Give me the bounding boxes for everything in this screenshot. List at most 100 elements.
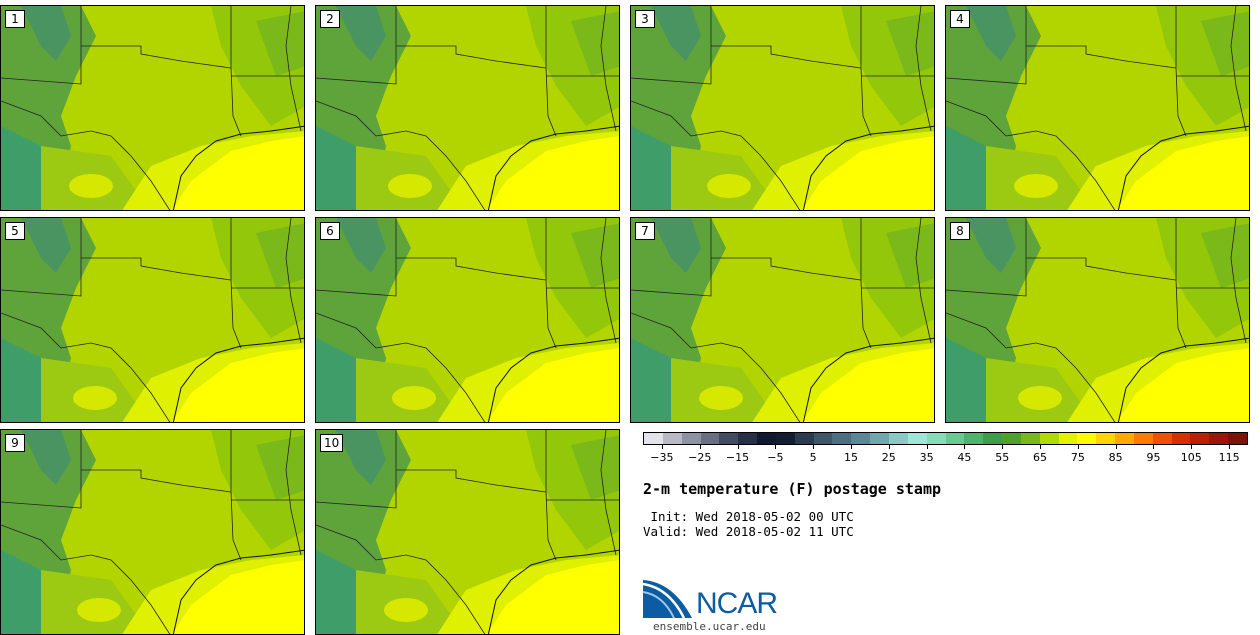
member-number-label: 7: [635, 222, 655, 240]
colorbar-swatch: [1077, 433, 1097, 444]
colorbar-swatch: [1209, 433, 1229, 444]
temperature-colorbar: [643, 432, 1248, 445]
colorbar-tick-label: 95: [1146, 451, 1161, 464]
member-number-label: 2: [320, 10, 340, 28]
colorbar-swatch: [851, 433, 871, 444]
temperature-map: [631, 6, 934, 210]
member-number-label: 8: [950, 222, 970, 240]
colorbar-swatch: [964, 433, 984, 444]
temperature-map: [946, 6, 1249, 210]
colorbar-swatch: [1020, 433, 1040, 444]
valid-time: Valid: Wed 2018-05-02 11 UTC: [643, 524, 854, 539]
colorbar-swatch: [662, 433, 682, 444]
colorbar-tick-label: 55: [995, 451, 1010, 464]
colorbar-swatch: [1190, 433, 1210, 444]
colorbar-swatch: [983, 433, 1003, 444]
colorbar-tick-label: −15: [725, 451, 750, 464]
colorbar-tick: [1002, 445, 1004, 449]
ensemble-member-panel[interactable]: 6: [315, 217, 620, 423]
colorbar-swatch: [719, 433, 739, 444]
colorbar-swatch: [794, 433, 814, 444]
ensemble-member-panel[interactable]: 2: [315, 5, 620, 211]
colorbar-tick: [1229, 445, 1231, 449]
colorbar-tick-label: −35: [650, 451, 674, 464]
ncar-logo-text: NCAR: [696, 587, 778, 620]
colorbar-swatch: [907, 433, 927, 444]
colorbar-tick-label: 45: [957, 451, 972, 464]
member-number-label: 5: [5, 222, 25, 240]
colorbar-swatch: [1228, 433, 1247, 444]
temperature-map: [1, 430, 304, 634]
colorbar-tick: [1153, 445, 1155, 449]
colorbar-swatch: [681, 433, 701, 444]
colorbar-swatch: [644, 433, 663, 444]
temperature-map: [1, 218, 304, 422]
colorbar-tick: [699, 445, 701, 449]
colorbar-swatch: [945, 433, 965, 444]
figure-title: 2-m temperature (F) postage stamp: [643, 480, 942, 498]
ensemble-member-panel[interactable]: 1: [0, 5, 305, 211]
colorbar-tick: [850, 445, 852, 449]
colorbar-axis: −35 −25 −15 −5 5 15 25 35 45 55 65 75 85 95 105 115: [643, 445, 1248, 465]
ensemble-member-panel[interactable]: 8: [945, 217, 1250, 423]
colorbar-swatch: [926, 433, 946, 444]
colorbar-swatch: [1058, 433, 1078, 444]
colorbar-tick: [1077, 445, 1079, 449]
ensemble-member-panel[interactable]: 10: [315, 429, 620, 635]
ensemble-member-panel[interactable]: 4: [945, 5, 1250, 211]
colorbar-tick: [775, 445, 777, 449]
colorbar-swatch: [813, 433, 833, 444]
member-number-label: 10: [320, 434, 344, 452]
colorbar-swatch: [870, 433, 889, 444]
colorbar-swatch: [1133, 433, 1153, 444]
colorbar-tick: [661, 445, 663, 449]
colorbar-tick: [813, 445, 815, 449]
temperature-map: [1, 6, 304, 210]
temperature-map: [316, 430, 619, 634]
colorbar-tick: [888, 445, 890, 449]
init-time: Init: Wed 2018-05-02 00 UTC: [643, 509, 854, 524]
colorbar-swatch: [775, 433, 795, 444]
colorbar-tick-label: 25: [881, 451, 896, 464]
colorbar-tick: [1040, 445, 1042, 449]
colorbar-tick-label: 65: [1033, 451, 1048, 464]
colorbar-tick-label: 75: [1070, 451, 1085, 464]
colorbar-tick: [1115, 445, 1117, 449]
ncar-logo-icon[interactable]: [643, 578, 793, 622]
colorbar-tick-label: −25: [688, 451, 712, 464]
colorbar-swatch: [757, 433, 776, 444]
temperature-map: [316, 218, 619, 422]
colorbar-tick: [1191, 445, 1193, 449]
member-number-label: 9: [5, 434, 25, 452]
colorbar-swatch: [1096, 433, 1116, 444]
colorbar-swatch: [738, 433, 758, 444]
member-number-label: 4: [950, 10, 970, 28]
colorbar-swatch: [1152, 433, 1172, 444]
temperature-map: [316, 6, 619, 210]
colorbar-tick-label: 105: [1180, 451, 1202, 464]
temperature-map: [946, 218, 1249, 422]
ensemble-member-panel[interactable]: 5: [0, 217, 305, 423]
member-number-label: 3: [635, 10, 655, 28]
colorbar-swatch: [888, 433, 908, 444]
ensemble-member-panel[interactable]: 3: [630, 5, 935, 211]
member-number-label: 6: [320, 222, 340, 240]
colorbar-swatch: [1171, 433, 1191, 444]
colorbar-swatch: [1115, 433, 1134, 444]
colorbar-tick: [964, 445, 966, 449]
ensemble-member-panel[interactable]: 7: [630, 217, 935, 423]
colorbar-swatch: [1002, 433, 1021, 444]
colorbar-tick: [926, 445, 928, 449]
colorbar-tick-label: 5: [809, 451, 817, 464]
ensemble-url[interactable]: ensemble.ucar.edu: [653, 620, 766, 633]
colorbar-swatch: [1039, 433, 1059, 444]
ensemble-member-panel[interactable]: 9: [0, 429, 305, 635]
colorbar-tick-label: 85: [1108, 451, 1123, 464]
colorbar-tick-label: 15: [843, 451, 858, 464]
colorbar-swatch: [832, 433, 852, 444]
colorbar-tick-label: 35: [919, 451, 934, 464]
colorbar-tick-label: −5: [767, 451, 784, 464]
colorbar-tick-label: 115: [1218, 451, 1240, 464]
temperature-map: [631, 218, 934, 422]
member-number-label: 1: [5, 10, 25, 28]
